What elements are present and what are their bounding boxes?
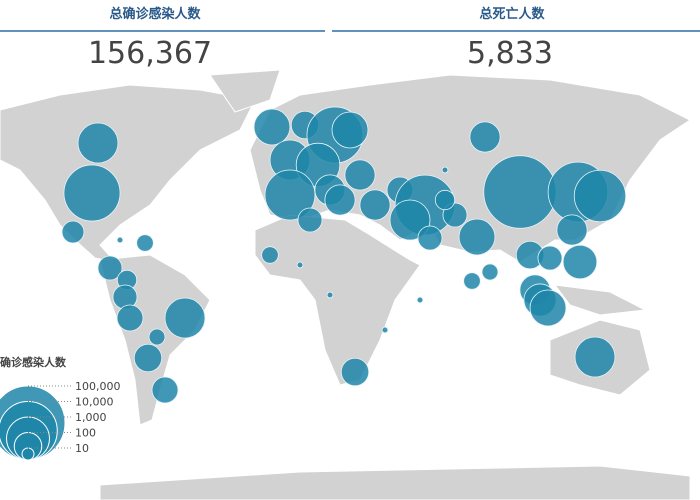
legend-label: 100 [75, 427, 96, 440]
bubble [556, 214, 588, 246]
deaths-title: 总死亡人数 [479, 6, 545, 22]
confirmed-value: 156,367 [88, 36, 212, 71]
deaths-value: 5,833 [467, 36, 553, 71]
header-bg [0, 0, 700, 70]
bubble [136, 234, 154, 252]
legend-circle [21, 447, 35, 461]
land [99, 465, 691, 500]
bubble [61, 220, 85, 244]
bubble [116, 236, 124, 244]
bubble [463, 272, 481, 290]
bubble [324, 184, 356, 216]
land [0, 84, 256, 263]
bubble [441, 166, 449, 174]
bubble [331, 111, 369, 149]
bubble [116, 304, 144, 332]
legend-label: 100,000 [75, 380, 121, 393]
bubble [537, 245, 563, 271]
bubble [296, 261, 304, 269]
bubble [389, 199, 431, 241]
bubble [77, 122, 119, 164]
bubble [253, 108, 291, 146]
legend-title: 确诊感染人数 [0, 355, 67, 369]
bubble [264, 169, 316, 221]
land [254, 214, 421, 386]
bubble [469, 121, 501, 153]
land [553, 284, 647, 316]
bubble [416, 296, 424, 304]
confirmed-title: 总确诊感染人数 [109, 6, 201, 22]
bubbles [61, 106, 627, 404]
bubble [529, 289, 567, 327]
bubble [381, 326, 389, 334]
bubble [483, 155, 557, 229]
bubble [573, 169, 627, 223]
legend-label: 10,000 [75, 396, 114, 409]
bubble [481, 263, 499, 281]
bubble [340, 357, 370, 387]
bubble [326, 291, 334, 299]
bubble [434, 189, 456, 211]
bubble [133, 343, 163, 373]
legend-label: 1,000 [75, 411, 107, 424]
bubble [417, 225, 443, 251]
bubble [359, 189, 391, 221]
bubble [97, 255, 123, 281]
legend-label: 10 [75, 442, 89, 455]
bubble [574, 336, 616, 378]
bubble [297, 207, 323, 233]
bubble [562, 244, 598, 280]
legend: 确诊感染人数 100,000 10,000 1,000 100 10 [0, 355, 121, 461]
bubble [151, 376, 179, 404]
bubble [63, 164, 121, 222]
bubble [261, 246, 279, 264]
land [209, 69, 281, 113]
bubble [148, 328, 166, 346]
bubble [458, 218, 496, 256]
bubble [164, 297, 206, 339]
bubble [344, 159, 376, 191]
